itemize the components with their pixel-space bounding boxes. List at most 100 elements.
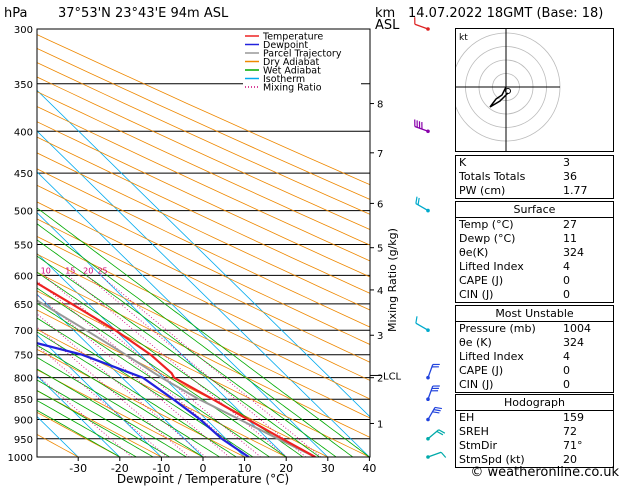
- km-tick-label: 3: [377, 331, 383, 342]
- wind-barb-feather: [432, 411, 440, 414]
- wind-barb-feather: [438, 429, 446, 434]
- wet-adiabat: [37, 356, 204, 457]
- temperature-tick-label: -30: [69, 462, 87, 475]
- pressure-tick-label: 700: [14, 326, 33, 337]
- dry-adiabat: [37, 271, 370, 438]
- isotherm: [37, 212, 287, 457]
- isotherm: [37, 130, 370, 457]
- lcl-label: LCL: [383, 371, 402, 382]
- wet-adiabat: [37, 368, 187, 457]
- mixing-ratio-label: 15: [65, 266, 75, 275]
- wind-barb: [426, 363, 440, 380]
- pressure-tick-label: 750: [14, 351, 33, 362]
- dry-adiabat: [37, 48, 370, 200]
- wet-adiabat: [37, 331, 237, 457]
- hodograph-panel: kt: [451, 28, 614, 152]
- surface-row: CAPE (J) 0: [459, 274, 570, 287]
- dry-adiabat: [37, 91, 370, 246]
- wet-adiabat: [37, 379, 170, 457]
- surface-row: Temp (°C) 27: [459, 218, 577, 231]
- pressure-tick-label: 500: [14, 207, 33, 218]
- temperature-line: [37, 281, 316, 457]
- pressure-tick-label: 300: [14, 25, 33, 36]
- pressure-tick-label: 1000: [8, 453, 33, 464]
- wind-barbs: [414, 17, 447, 459]
- mixing-ratio-line: [37, 294, 230, 457]
- dry-adiabat: [37, 235, 370, 400]
- mixing-ratio-label: 10: [41, 266, 51, 275]
- wet-adiabat: [37, 344, 220, 457]
- hpa-label: hPa: [4, 6, 28, 21]
- unstable-row: Pressure (mb) 1004: [459, 322, 591, 335]
- dry-adiabat: [37, 348, 245, 457]
- dry-adiabat: [37, 218, 370, 381]
- legend-label: Parcel Trajectory: [263, 49, 342, 60]
- km-tick-label: 6: [377, 199, 383, 210]
- wind-barb: [426, 429, 446, 441]
- legend-label: Temperature: [262, 32, 323, 43]
- hodograph-table: Hodograph EH 159 SREH 72 StmDir 71° StmSpd …: [455, 394, 614, 468]
- km-label: km: [375, 6, 396, 21]
- wet-adiabat: [37, 317, 254, 457]
- mixing-ratio-line: [37, 280, 247, 457]
- wind-barb-feather: [433, 409, 441, 412]
- hodograph-row: StmSpd (kt) 20: [459, 453, 577, 466]
- km-tick-label: 7: [377, 149, 383, 160]
- dry-adiabat: [37, 34, 370, 186]
- km-tick-label: 1: [377, 419, 383, 430]
- wet-adiabat: [37, 207, 370, 457]
- temperature-tick-label: -20: [111, 462, 129, 475]
- temperature-tick-label: -10: [152, 462, 170, 475]
- datetime-label: 14.07.2022 18GMT (Base: 18): [408, 6, 604, 21]
- unstable-row: CIN (J) 0: [459, 378, 570, 391]
- hodograph-trace: [489, 86, 509, 108]
- index-row: PW (cm) 1.77: [459, 184, 588, 197]
- wind-barb-feather: [415, 196, 418, 204]
- mixing-ratio-label: 25: [97, 266, 107, 275]
- dry-adiabat: [37, 121, 370, 278]
- dry-adiabat: [37, 201, 370, 363]
- dry-adiabat: [37, 411, 120, 457]
- storm-motion-marker: [505, 88, 511, 94]
- asl-label: ASL: [375, 18, 400, 33]
- wind-barb: [414, 119, 430, 134]
- hodograph-row: SREH 72: [459, 425, 577, 438]
- wet-adiabat: [37, 287, 287, 457]
- legend-label: Dewpoint: [263, 40, 308, 51]
- isotherm: [37, 252, 245, 457]
- pressure-tick-label: 650: [14, 300, 33, 311]
- wet-adiabat: [37, 302, 270, 457]
- isotherm: [37, 89, 370, 418]
- temperature-tick-label: 40: [362, 462, 376, 475]
- surface-table: Surface Temp (°C) 27 Dewp (°C) 11 θe(K) 324…: [455, 201, 614, 303]
- dry-adiabat: [37, 62, 370, 215]
- most-unstable-table: Most Unstable Pressure (mb) 1004 θe (K) 32…: [455, 305, 614, 393]
- wind-barb-feather: [436, 430, 444, 436]
- wind-barb: [414, 17, 430, 31]
- pressure-tick-label: 600: [14, 271, 33, 282]
- hodograph-row: EH 159: [459, 411, 584, 424]
- km-tick-label: 5: [377, 244, 383, 255]
- wind-barb-staff: [427, 451, 442, 458]
- wind-barb: [415, 316, 430, 333]
- dry-adiabat: [37, 76, 370, 231]
- index-row: Totals Totals 36: [459, 170, 577, 183]
- hodograph-row: StmDir 71°: [459, 439, 583, 452]
- surface-row: θe(K) 324: [459, 246, 584, 259]
- temperature-tick-label: 20: [279, 462, 293, 475]
- dry-adiabat: [37, 390, 162, 457]
- wet-adiabat: [37, 409, 121, 457]
- dry-adiabat: [37, 152, 370, 311]
- surface-row: Dewp (°C) 11: [459, 232, 577, 245]
- mixing-ratio-line: [85, 275, 307, 457]
- km-tick-label: 4: [377, 286, 383, 297]
- x-axis-label: Dewpoint / Temperature (°C): [117, 472, 289, 486]
- wind-barb-staff: [414, 23, 429, 30]
- wind-barb: [426, 451, 447, 459]
- surface-row: CIN (J) 0: [459, 288, 570, 301]
- dewpoint-line: [37, 342, 250, 457]
- isotherm: [37, 334, 162, 457]
